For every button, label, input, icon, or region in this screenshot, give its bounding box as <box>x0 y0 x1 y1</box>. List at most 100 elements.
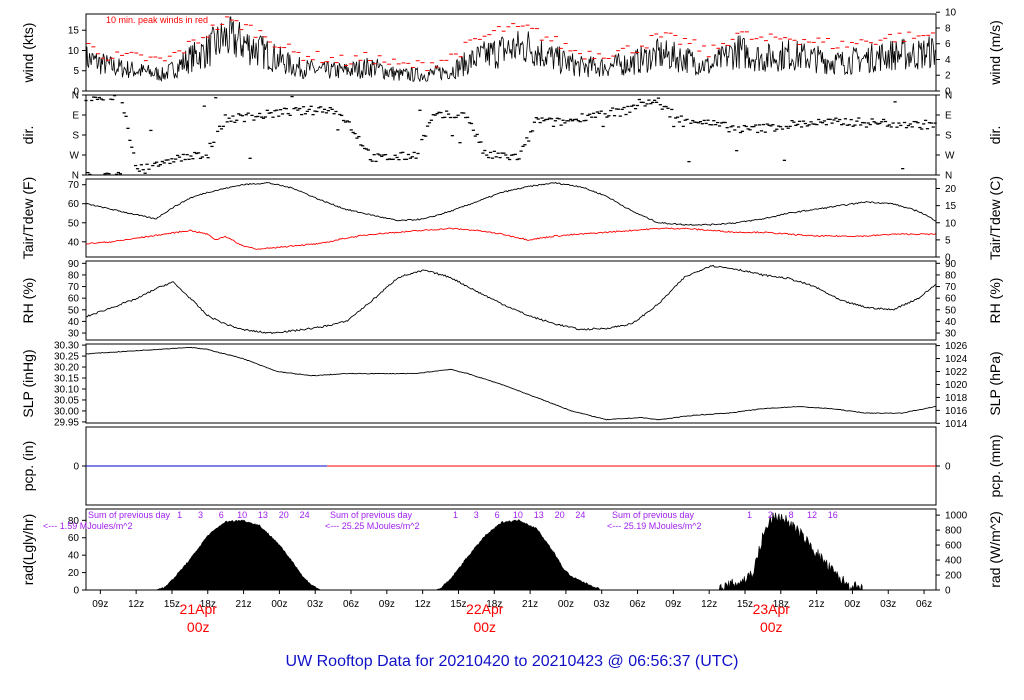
peak-wind-annotation: 10 min. peak winds in red <box>106 15 208 25</box>
left-tick-label: 50 <box>68 305 80 316</box>
right-tick-label: 10 <box>945 8 957 19</box>
x-tick-label: 03z <box>880 599 896 610</box>
right-tick-label: S <box>945 131 952 142</box>
daily-sum-value: <--- 25.25 MJoules/m^2 <box>325 521 420 531</box>
right-tick-label: 10 <box>945 218 957 229</box>
left-tick-label: 0 <box>73 462 79 473</box>
left-tick-label: 20 <box>68 568 80 579</box>
left-tick-label: 0 <box>73 87 79 98</box>
x-tick-label: 18z <box>486 599 502 610</box>
series-line-tdew <box>85 227 936 250</box>
sun-tick-label: 2 <box>768 510 773 520</box>
y-label-right: dir. <box>987 126 1003 145</box>
right-tick-label: 4 <box>945 55 951 66</box>
sun-tick-label: 1 <box>747 510 752 520</box>
sun-tick-label: 24 <box>575 510 585 520</box>
right-tick-label: 200 <box>945 571 962 582</box>
sun-tick-label: 12 <box>807 510 817 520</box>
right-tick-label: 20 <box>945 184 957 195</box>
left-tick-label: 30.20 <box>54 363 79 374</box>
right-tick-label: 1016 <box>945 406 968 417</box>
x-tick-label: 15z <box>450 599 466 610</box>
left-tick-label: 40 <box>68 317 80 328</box>
right-tick-label: 1020 <box>945 380 968 391</box>
x-tick-label: 12z <box>415 599 431 610</box>
day-label: 21Apr <box>180 601 218 617</box>
right-tick-label: 600 <box>945 541 962 552</box>
y-label-right: RH (%) <box>987 278 1003 324</box>
right-tick-label: 0 <box>945 462 951 473</box>
left-tick-label: 60 <box>68 533 80 544</box>
right-tick-label: 1000 <box>945 511 968 522</box>
left-tick-label: 0 <box>73 586 79 597</box>
panel-temperature: 40 50 60 70 0 5 10 15 20 Tair/Tdew (F) Tair/Tdew (… <box>20 176 1003 264</box>
y-label-left: pcp. (in) <box>20 441 36 492</box>
y-label-left: RH (%) <box>20 278 36 324</box>
x-tick-label: 09z <box>665 599 681 610</box>
right-tick-label: 2 <box>945 71 951 82</box>
right-tick-label: N <box>945 171 952 182</box>
left-tick-label: 30.30 <box>54 341 79 352</box>
day-time-label: 00z <box>187 619 210 635</box>
left-tick-label: 29.95 <box>54 417 79 428</box>
right-tick-label: N <box>945 91 952 102</box>
right-tick-label: 70 <box>945 282 957 293</box>
left-tick-label: 30.05 <box>54 395 79 406</box>
chart-title: UW Rooftop Data for 20210420 to 20210423… <box>286 653 739 670</box>
right-tick-label: 90 <box>945 259 957 270</box>
left-tick-label: 10 <box>68 46 80 57</box>
sun-tick-row-1: 1 3 6 10 13 20 24 <box>453 510 585 520</box>
x-tick-label: 18z <box>773 599 789 610</box>
left-tick-label: 70 <box>68 180 80 191</box>
sun-tick-label: 1 <box>177 510 182 520</box>
left-tick-label: 90 <box>68 259 80 270</box>
y-label-left: dir. <box>20 126 36 145</box>
panel-plot-area <box>86 346 936 421</box>
right-tick-label: 1026 <box>945 341 968 352</box>
right-tick-label: E <box>945 111 952 122</box>
x-tick-label: 12z <box>701 599 717 610</box>
sun-tick-label: 13 <box>258 510 268 520</box>
sun-tick-label: 13 <box>534 510 544 520</box>
right-tick-label: W <box>945 151 955 162</box>
left-tick-label: 40 <box>68 551 80 562</box>
x-tick-label: 00z <box>558 599 574 610</box>
y-label-right: SLP (hPa) <box>987 351 1003 415</box>
daily-sum-heading: Sum of previous day <box>612 510 695 520</box>
left-tick-label: 30.25 <box>54 352 79 363</box>
sun-tick-label: 20 <box>555 510 565 520</box>
left-tick-label: N <box>72 171 79 182</box>
panel-plot-area <box>85 181 936 250</box>
direction-points <box>84 95 937 176</box>
panel-frame <box>85 13 937 92</box>
sun-tick-label: 16 <box>828 510 838 520</box>
daily-sum-heading: Sum of previous day <box>88 510 171 520</box>
left-tick-label: 30.10 <box>54 384 79 395</box>
x-tick-label: 09z <box>92 599 108 610</box>
left-tick-label: 60 <box>68 199 80 210</box>
x-tick-label: 21z <box>236 599 252 610</box>
panel-plot-area <box>84 95 937 176</box>
day-label: 23Apr <box>753 601 791 617</box>
left-tick-label: W <box>70 151 80 162</box>
right-tick-label: 6 <box>945 39 951 50</box>
panel-frame <box>85 178 937 258</box>
sun-tick-row-2: 1 2 8 12 16 <box>747 510 838 520</box>
y-label-left: Tair/Tdew (F) <box>20 177 36 259</box>
right-tick-label: 80 <box>945 270 957 281</box>
day-time-label: 00z <box>760 619 783 635</box>
panel-wind: 0 5 10 15 0 2 4 6 8 10 wind (kts) wind (m/s) 10 min.… <box>20 8 1003 98</box>
right-tick-label: 1022 <box>945 367 968 378</box>
y-label-left: SLP (inHg) <box>20 349 36 417</box>
x-tick-label: 15z <box>164 599 180 610</box>
right-tick-label: 400 <box>945 556 962 567</box>
left-tick-label: 80 <box>68 516 80 527</box>
left-tick-label: 70 <box>68 282 80 293</box>
right-tick-label: 0 <box>945 253 951 264</box>
series-line-rh <box>85 264 936 335</box>
panel-pressure: 29.9530.0030.0530.1030.1530.2030.2530.30… <box>20 341 1003 430</box>
x-tick-label: 18z <box>200 599 216 610</box>
